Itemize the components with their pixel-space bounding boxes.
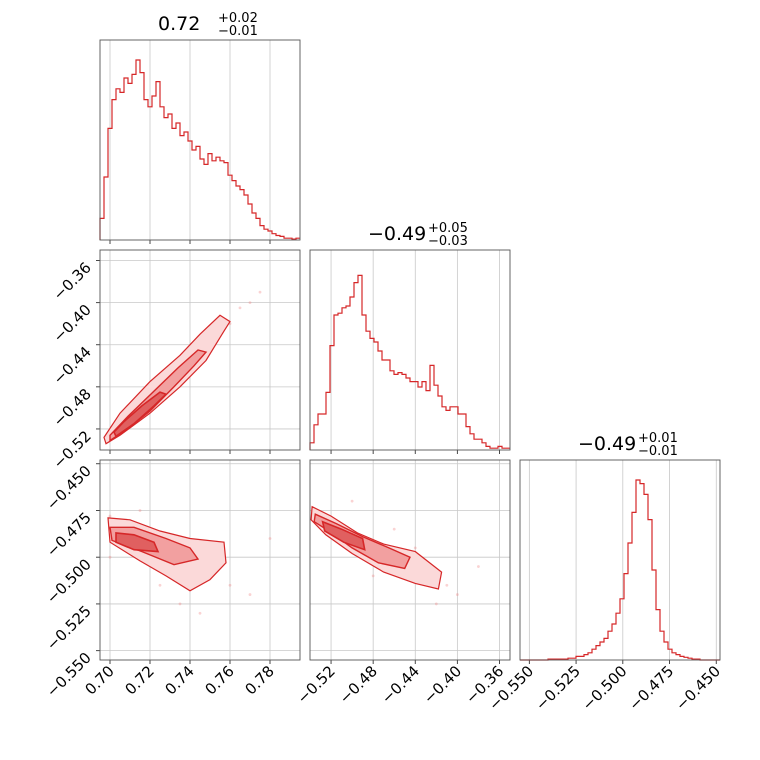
y-tick-label: −0.450 (43, 462, 95, 514)
sample-point (372, 574, 375, 577)
sample-point (393, 528, 396, 531)
sample-point (179, 603, 182, 606)
sample-point (351, 500, 354, 503)
x-tick-label: −0.525 (532, 662, 584, 714)
x-tick-label: −0.475 (625, 662, 677, 714)
y-tick-label: −0.52 (50, 427, 95, 472)
param-title-minus-2: −0.01 (638, 444, 678, 459)
sample-point (109, 515, 112, 518)
y-axis-labels-1: −0.52−0.48−0.44−0.40−0.36 (50, 259, 95, 473)
x-tick-label: −0.450 (672, 662, 724, 714)
y-tick-label: −0.475 (43, 509, 95, 561)
y-tick-label: −0.500 (43, 555, 95, 607)
x-tick-label: −0.500 (579, 662, 631, 714)
sample-point (159, 584, 162, 587)
sample-point (414, 546, 417, 549)
x-axis-labels-2: −0.550−0.525−0.500−0.475−0.450 (485, 662, 724, 714)
sample-point (249, 593, 252, 596)
sample-point (269, 537, 272, 540)
y-tick-label: −0.48 (50, 385, 95, 430)
sample-point (435, 603, 438, 606)
sample-point (445, 584, 448, 587)
hist-panel-1: −0.49 +0.05−0.03 (310, 221, 510, 454)
histogram-1 (310, 275, 510, 450)
sample-point (139, 509, 142, 512)
y-tick-label: −0.550 (43, 649, 95, 701)
y-tick-label: −0.44 (50, 343, 95, 388)
sample-point (229, 584, 232, 587)
param-title-minus-1: −0.03 (428, 234, 468, 249)
y-axis-labels-2: −0.550−0.525−0.500−0.475−0.450 (43, 462, 95, 701)
x-tick-label: −0.52 (294, 662, 339, 707)
x-tick-label: 0.74 (161, 662, 197, 698)
param-title-2: −0.49 (578, 433, 636, 455)
x-axis-labels-0: 0.70 0.72 0.74 0.76 0.78 (81, 662, 277, 698)
pair-panel-0-2 (96, 460, 300, 664)
sample-point (259, 291, 262, 294)
y-tick-label: −0.36 (50, 259, 95, 304)
param-title-minus-0: −0.01 (218, 24, 258, 39)
param-title-1: −0.49 (368, 223, 426, 245)
x-tick-label: −0.40 (420, 662, 465, 707)
histogram-2 (520, 480, 720, 660)
x-axis-labels-1: −0.52−0.48−0.44−0.40−0.36 (294, 662, 508, 707)
y-tick-label: −0.40 (50, 301, 95, 346)
x-tick-label: 0.78 (241, 662, 277, 698)
sample-point (199, 612, 202, 615)
x-tick-label: 0.76 (201, 662, 237, 698)
hist-panel-0: 0.72 +0.02−0.01 (100, 11, 300, 244)
hist-panel-2: −0.49 +0.01−0.01 (520, 431, 720, 664)
sample-point (456, 593, 459, 596)
sample-point (239, 306, 242, 309)
sample-point (249, 301, 252, 304)
sample-point (109, 556, 112, 559)
sample-point (477, 565, 480, 568)
x-tick-label: −0.44 (378, 662, 423, 707)
pair-panel-0-1 (96, 250, 300, 454)
pair-panel-1-2 (310, 460, 510, 664)
y-tick-label: −0.525 (43, 602, 95, 654)
x-tick-label: 0.72 (121, 662, 157, 698)
panel-frame (520, 460, 720, 660)
panel-frame (310, 250, 510, 450)
param-title-0: 0.72 (158, 13, 200, 35)
x-tick-label: −0.48 (336, 662, 381, 707)
